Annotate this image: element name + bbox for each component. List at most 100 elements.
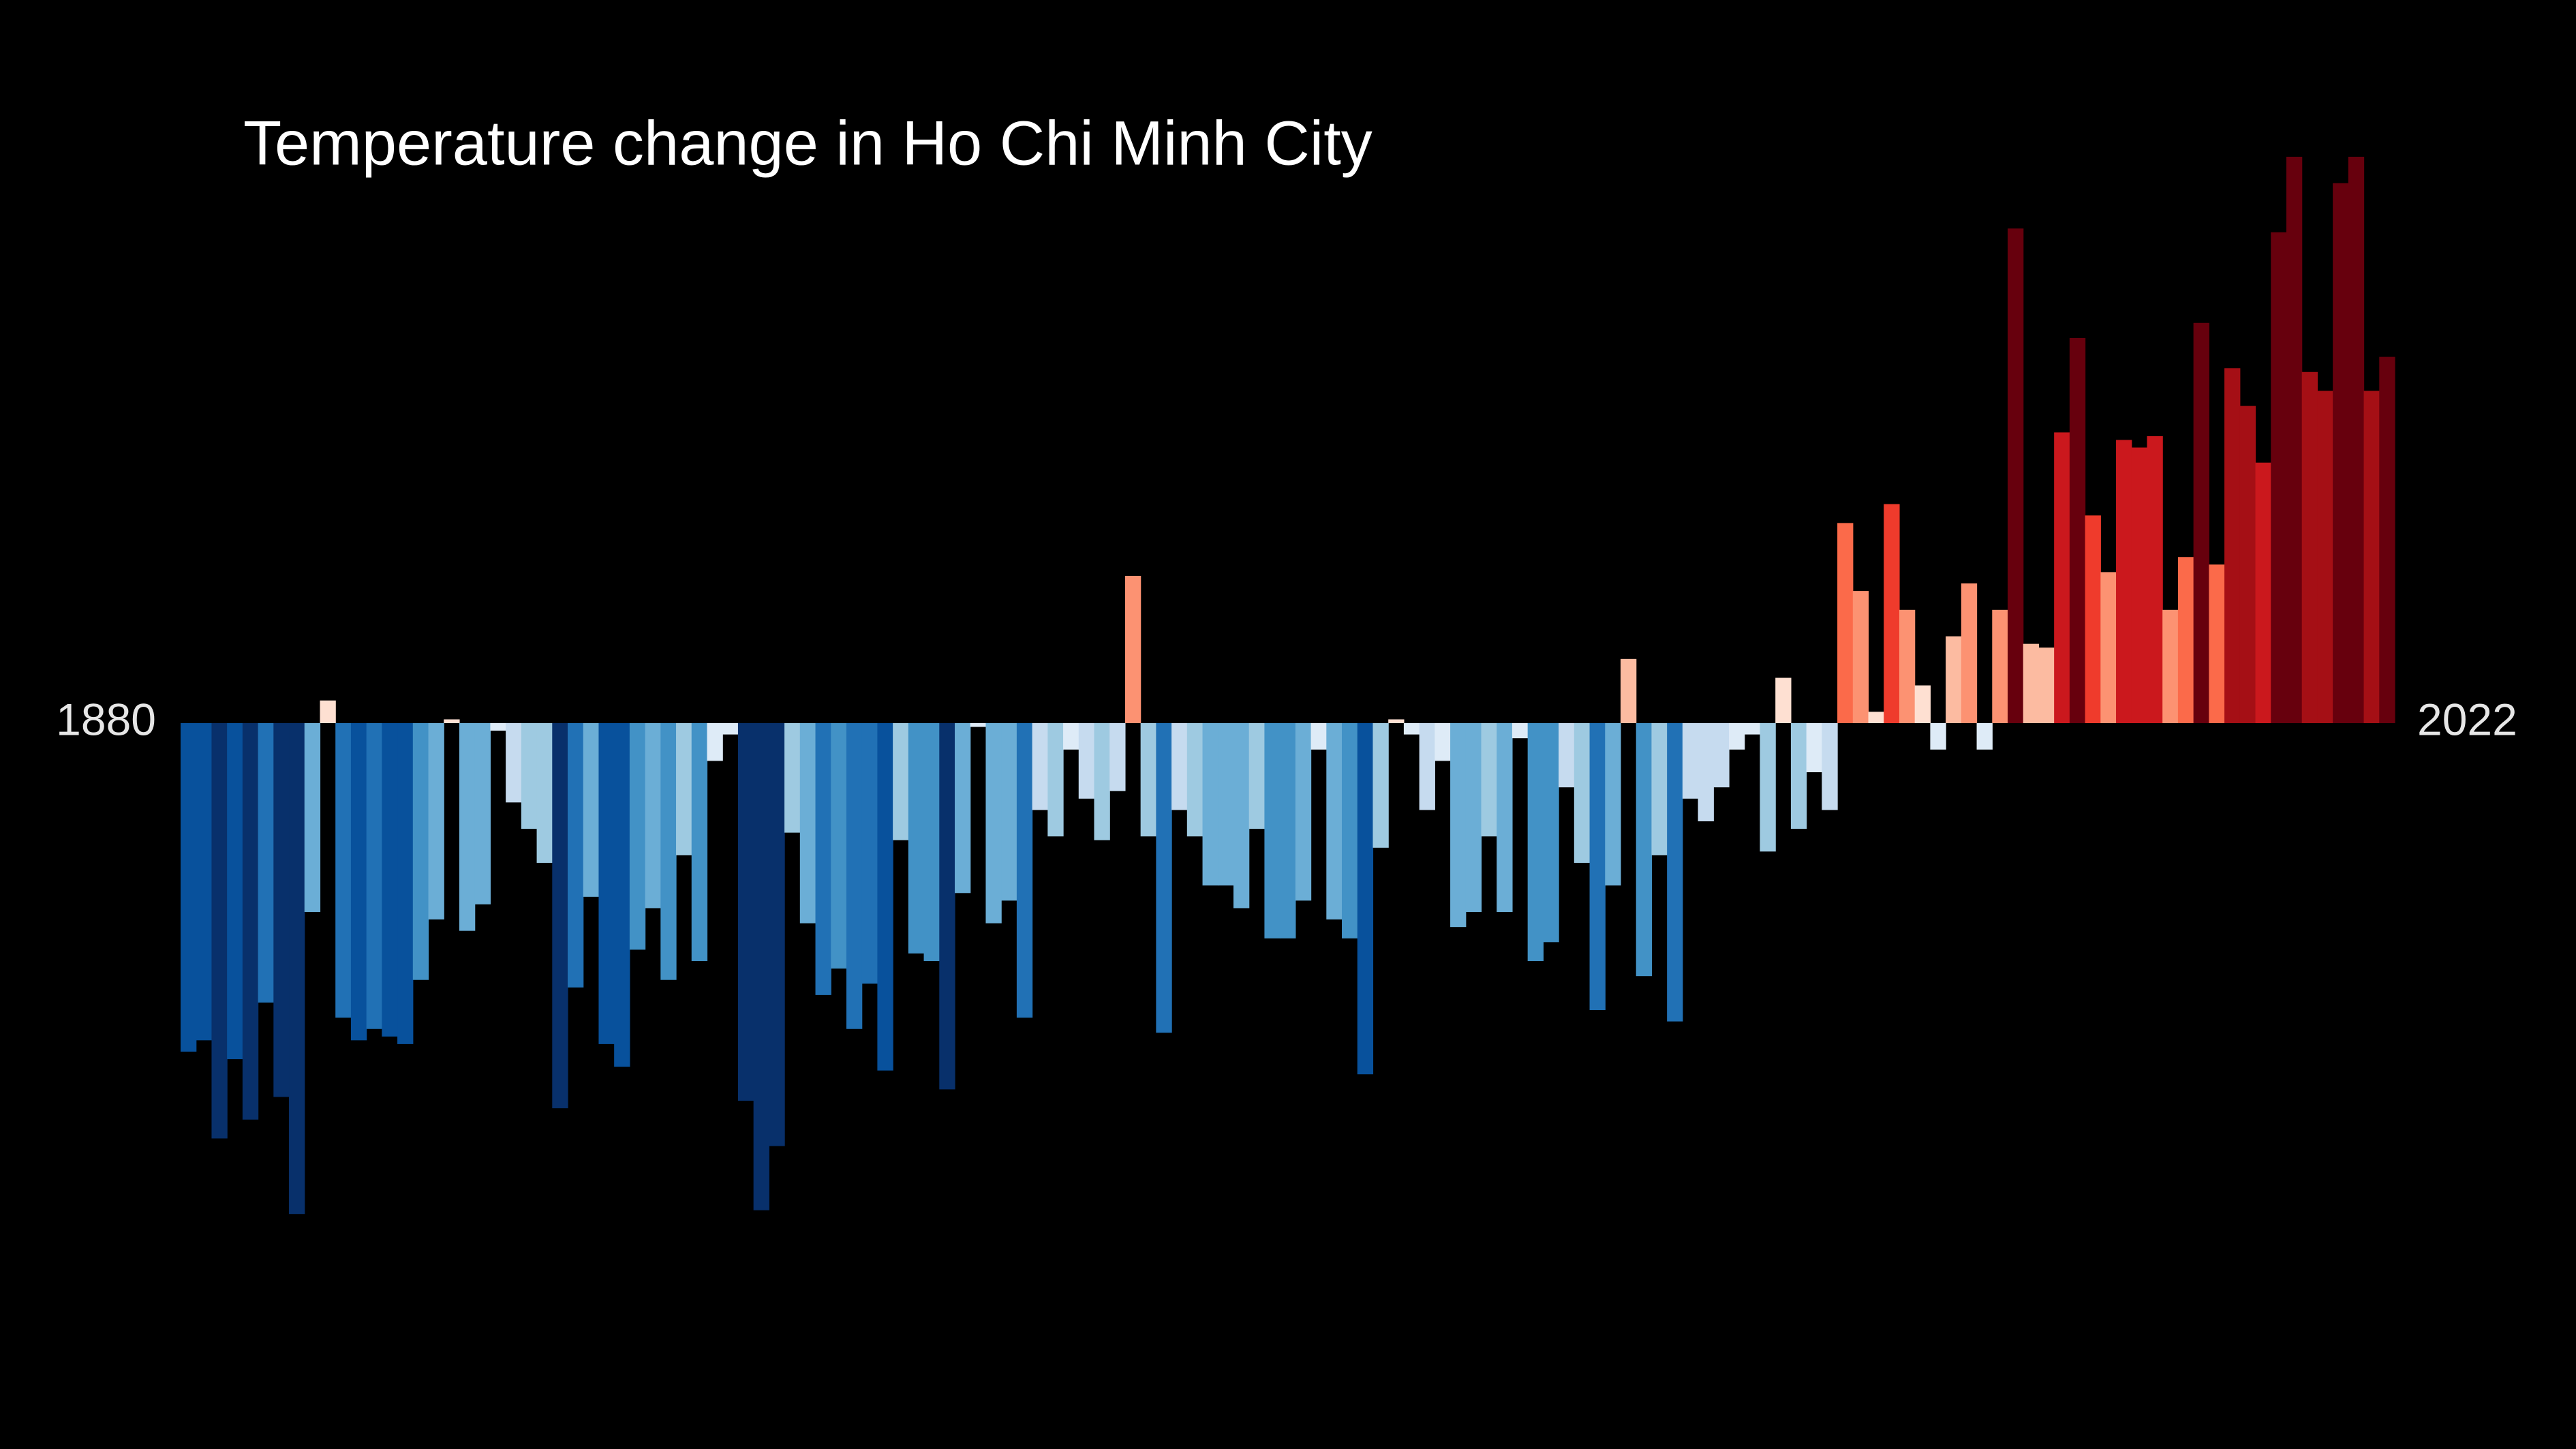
bar: [2255, 462, 2271, 723]
bar: [1636, 723, 1653, 977]
bar: [1094, 723, 1110, 840]
bar: [1605, 723, 1621, 886]
bar: [2100, 572, 2117, 723]
bar: [459, 723, 476, 931]
bar: [1682, 723, 1699, 799]
bar: [181, 723, 197, 1052]
bar: [412, 723, 429, 980]
bar: [645, 723, 661, 909]
bar: [1760, 723, 1776, 852]
bar: [2038, 647, 2055, 723]
bar: [939, 723, 955, 1090]
bar: [1186, 723, 1203, 837]
bar: [1001, 723, 1017, 901]
bar: [583, 723, 600, 897]
bar: [1357, 723, 1374, 1075]
bar: [2177, 557, 2194, 723]
bar: [1527, 723, 1544, 962]
bar: [1140, 723, 1156, 837]
bar: [273, 723, 290, 1097]
bar: [614, 723, 630, 1067]
bar: [970, 723, 987, 727]
bar: [2301, 371, 2318, 723]
bar: [1016, 723, 1033, 1018]
bar: [1744, 723, 1761, 735]
bar: [769, 723, 785, 1146]
bar: [1868, 712, 1884, 723]
bar: [629, 723, 646, 950]
bar: [877, 723, 893, 1071]
bar: [2379, 356, 2395, 723]
bar: [955, 723, 971, 894]
bar: [707, 723, 723, 761]
bar: [521, 723, 538, 829]
bar: [1775, 677, 1792, 723]
bar: [2085, 515, 2101, 723]
bar: [691, 723, 708, 962]
bar: [2239, 406, 2256, 723]
bar: [2317, 391, 2333, 723]
bar: [444, 719, 460, 723]
bar: [2286, 157, 2303, 723]
bar: [1497, 723, 1513, 912]
bar: [2333, 183, 2349, 723]
bar: [289, 723, 305, 1215]
bar: [815, 723, 831, 995]
bar: [1310, 723, 1327, 750]
bar: [1589, 723, 1606, 1011]
bar: [1342, 723, 1358, 939]
bar: [2054, 432, 2070, 723]
bar: [1698, 723, 1714, 822]
x-tick-label: 1880: [56, 694, 156, 744]
bar: [320, 700, 336, 723]
bar: [1899, 609, 1916, 723]
bar: [474, 723, 491, 904]
bar: [1620, 658, 1637, 723]
bar: [227, 723, 243, 1060]
bar: [1961, 583, 1978, 723]
bar: [1837, 523, 1854, 723]
bar: [784, 723, 801, 833]
bar: [2271, 232, 2287, 723]
bar: [676, 723, 692, 855]
bar: [1574, 723, 1591, 863]
bar: [1852, 591, 1869, 723]
bar: [2348, 157, 2365, 723]
bar: [2209, 564, 2225, 723]
bar: [1481, 723, 1497, 837]
bar: [2023, 643, 2040, 723]
bar: [1976, 723, 1993, 750]
bar: [2007, 228, 2024, 723]
bar: [1295, 723, 1312, 901]
bar: [1264, 723, 1281, 939]
bar: [2193, 322, 2209, 723]
bar: [382, 723, 398, 1037]
bar: [753, 723, 769, 1210]
bar: [1063, 723, 1079, 750]
bar: [335, 723, 352, 1018]
bar: [1326, 723, 1343, 920]
bar: [552, 723, 568, 1109]
bar: [536, 723, 553, 863]
bar: [1388, 719, 1405, 723]
bar: [1109, 723, 1126, 791]
bar: [2363, 391, 2380, 723]
bar: [1078, 723, 1095, 799]
bar: [2116, 440, 2132, 723]
bar: [923, 723, 940, 962]
bar: [1202, 723, 1218, 886]
bar: [660, 723, 677, 980]
bar: [506, 723, 522, 803]
bar: [490, 723, 506, 731]
bar: [1651, 723, 1668, 855]
bar: [1435, 723, 1451, 761]
bar: [1171, 723, 1188, 810]
bar: [366, 723, 382, 1029]
bar: [1992, 609, 2008, 723]
bar: [1047, 723, 1064, 837]
bar: [908, 723, 925, 954]
bar: [1218, 723, 1234, 886]
bar: [737, 723, 754, 1101]
x-tick-label: 2022: [2417, 694, 2517, 744]
